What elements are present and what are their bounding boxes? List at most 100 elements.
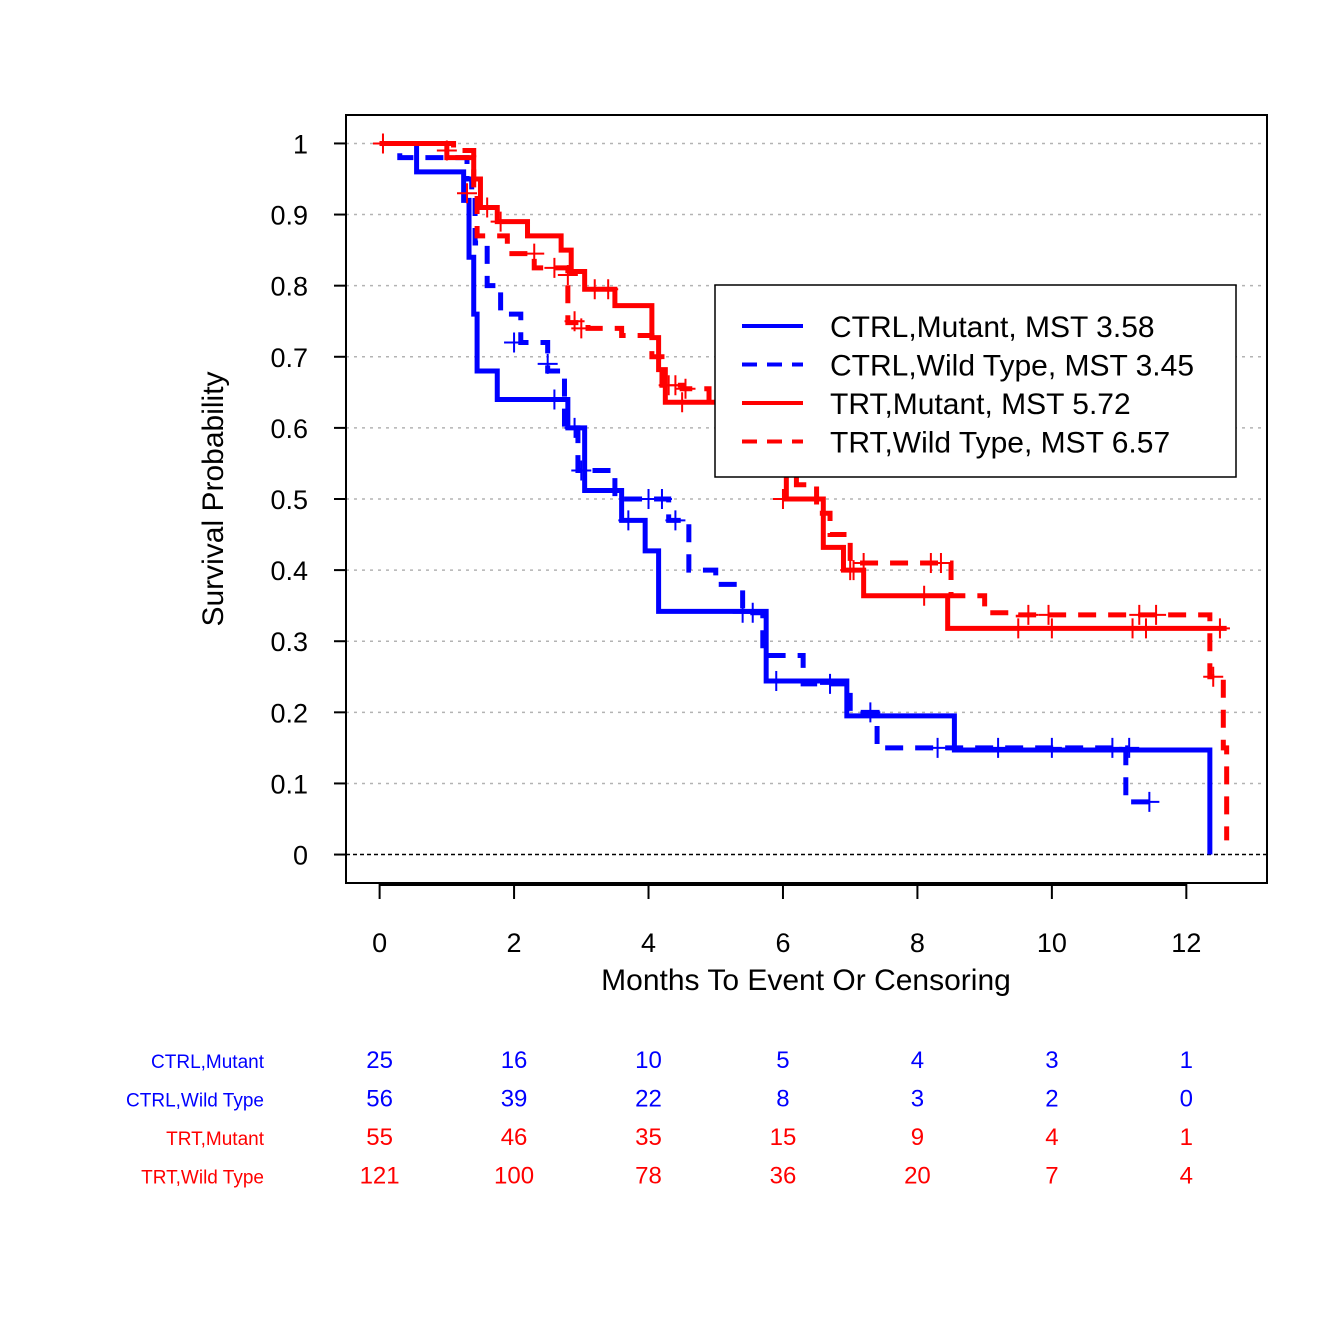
risk-count: 5: [776, 1047, 789, 1074]
censor-mark: [618, 510, 639, 531]
risk-count: 46: [501, 1124, 528, 1151]
risk-count: 20: [904, 1163, 931, 1190]
censor-mark: [843, 560, 864, 581]
y-tick-label: 1: [293, 129, 308, 159]
x-tick-label: 0: [372, 928, 387, 958]
censor-mark: [504, 332, 525, 353]
legend: CTRL,Mutant, MST 3.58 CTRL,Wild Type, MST…: [714, 284, 1237, 478]
censor-mark: [598, 279, 619, 300]
risk-count: 7: [1045, 1163, 1058, 1190]
x-axis-title: Months To Event Or Censoring: [601, 964, 1011, 997]
censor-mark: [557, 265, 578, 285]
survival-curve-line: [379, 140, 1150, 805]
x-tick-label: 4: [641, 928, 656, 958]
risk-row-label: CTRL,Wild Type: [126, 1091, 264, 1112]
risk-count: 1: [1180, 1124, 1193, 1151]
y-tick-label: 0.3: [270, 627, 308, 657]
censor-mark: [772, 489, 793, 509]
censor-mark: [930, 553, 951, 573]
risk-count: 15: [770, 1124, 797, 1151]
y-tick-label: 0.7: [270, 343, 308, 373]
y-tick-label: 0.5: [270, 485, 308, 515]
censor-mark: [1135, 618, 1156, 639]
y-tick-label: 0: [293, 841, 308, 871]
censor-mark: [372, 133, 393, 154]
censor-mark: [860, 702, 881, 723]
censor-mark: [665, 375, 686, 396]
series-trt-mutant: [379, 140, 1230, 639]
risk-row-label: TRT,Wild Type: [141, 1168, 264, 1189]
legend-box: [714, 284, 1237, 478]
censor-mark: [1008, 618, 1029, 639]
censor-mark: [524, 243, 545, 264]
risk-count: 36: [770, 1163, 797, 1190]
censor-mark: [1018, 604, 1039, 625]
censor-mark: [1041, 618, 1062, 639]
y-axis-title: Survival Probability: [197, 371, 230, 626]
censor-mark: [537, 353, 558, 374]
censor-mark: [675, 378, 696, 399]
legend-label: CTRL,Wild Type, MST 3.45: [830, 350, 1194, 383]
risk-row-label: CTRL,Mutant: [151, 1052, 265, 1073]
censor-mark: [490, 211, 511, 232]
censor-mark: [457, 183, 478, 204]
risk-count: 9: [911, 1124, 924, 1151]
x-tick-label: 12: [1171, 928, 1201, 958]
risk-count: 39: [501, 1086, 528, 1113]
survival-curve-line: [379, 140, 1213, 855]
y-tick-label: 0.2: [270, 698, 308, 728]
series-trt-wild-type: [372, 133, 1230, 841]
censor-mark: [672, 392, 693, 413]
risk-count: 4: [1045, 1124, 1058, 1151]
censor-mark: [820, 673, 841, 694]
censor-mark: [477, 197, 498, 218]
censor-mark: [1129, 604, 1150, 625]
y-tick-label: 0.4: [270, 556, 308, 586]
censor-mark: [1102, 737, 1123, 758]
censor-mark: [1209, 618, 1230, 639]
risk-count: 0: [1180, 1086, 1193, 1113]
legend-label: TRT,Mutant, MST 5.72: [830, 388, 1131, 421]
survival-curve-line: [379, 140, 1227, 631]
censor-mark: [544, 257, 565, 278]
x-tick-label: 2: [507, 928, 522, 958]
series-ctrl-wild-type: [379, 140, 1150, 805]
axes: 00.10.20.30.40.50.60.70.80.910 2 4 6 8 10 12: [270, 129, 1201, 958]
censor-mark: [766, 671, 787, 692]
risk-count: 16: [501, 1047, 528, 1074]
x-tick-label: 6: [775, 928, 790, 958]
risk-count: 22: [635, 1086, 662, 1113]
censor-mark: [436, 140, 457, 161]
censor-mark: [564, 417, 585, 438]
risk-count: 3: [911, 1086, 924, 1113]
risk-count: 10: [635, 1047, 662, 1074]
x-tick-label: 8: [910, 928, 925, 958]
legend-label: TRT,Wild Type, MST 6.57: [830, 427, 1170, 460]
risk-row-label: TRT,Mutant: [166, 1129, 265, 1150]
risk-count: 35: [635, 1124, 662, 1151]
y-tick-label: 0.6: [270, 414, 308, 444]
risk-count: 55: [366, 1124, 393, 1151]
risk-count: 4: [911, 1047, 924, 1074]
legend-label: CTRL,Mutant, MST 3.58: [830, 311, 1155, 344]
risk-count: 121: [360, 1163, 400, 1190]
censor-mark: [1146, 604, 1167, 625]
censor-mark: [742, 602, 763, 623]
censor-mark: [988, 737, 1009, 758]
risk-count: 2: [1045, 1086, 1058, 1113]
censor-mark: [665, 510, 686, 531]
y-tick-label: 0.1: [270, 769, 308, 799]
censor-mark: [1038, 604, 1059, 625]
risk-count: 56: [366, 1086, 393, 1113]
risk-count: 3: [1045, 1047, 1058, 1074]
x-tick-label: 10: [1037, 928, 1067, 958]
risk-count: 1: [1180, 1047, 1193, 1074]
censor-mark: [853, 553, 874, 573]
censor-mark: [1203, 666, 1224, 687]
risk-count: 4: [1180, 1163, 1193, 1190]
censor-mark: [914, 585, 935, 606]
censor-mark: [571, 460, 592, 481]
